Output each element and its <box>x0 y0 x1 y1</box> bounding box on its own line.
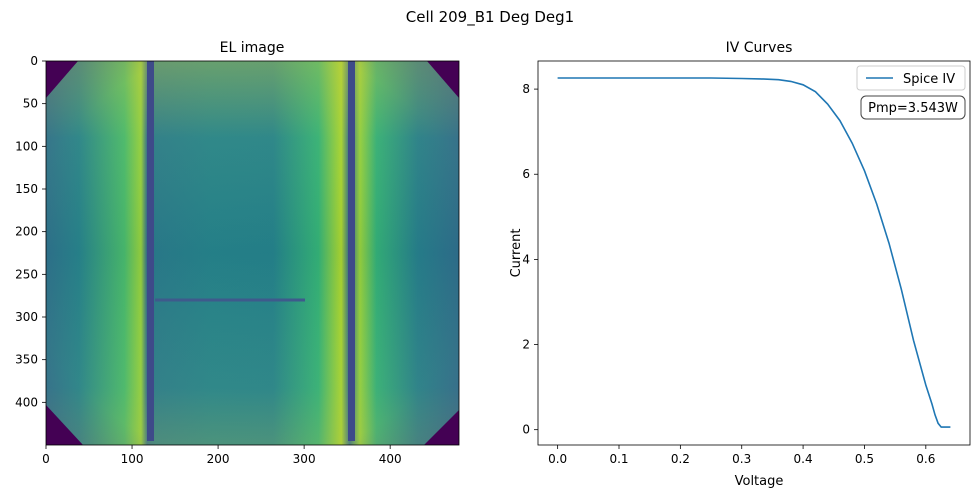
corner-bottom-right <box>424 410 459 445</box>
legend-label: Spice IV <box>903 72 955 87</box>
iv-ylabel: Current <box>509 229 524 278</box>
el-image-frame <box>45 60 460 446</box>
iv-ytick-label-2: 4 <box>522 252 530 266</box>
el-ytick-label-8: 400 <box>15 395 38 409</box>
pmp-annotation-text: Pmp=3.543W <box>868 101 958 116</box>
iv-xtick-label-4: 0.4 <box>794 452 813 466</box>
el-xtick-label-3: 300 <box>293 452 316 466</box>
iv-ytick-label-0: 0 <box>522 423 530 437</box>
el-image-panel: EL image 0 100 200 300 400 0 50 100 150 200 250 300… <box>15 40 460 466</box>
iv-ytick-label-1: 2 <box>522 338 530 352</box>
el-image-heatmap <box>46 61 459 445</box>
busbar-right <box>348 61 355 441</box>
busbar-left <box>147 61 154 441</box>
el-ytick-label-3: 150 <box>15 182 38 196</box>
iv-ytick-label-4: 8 <box>522 82 530 96</box>
corner-bottom-left <box>46 405 83 445</box>
iv-xlabel: Voltage <box>735 474 784 489</box>
el-xtick-label-2: 200 <box>207 452 230 466</box>
pmp-annotation-box <box>860 95 966 120</box>
corner-top-right <box>427 61 459 98</box>
iv-curves-title: IV Curves <box>726 40 793 56</box>
iv-xtick-label-2: 0.2 <box>671 452 690 466</box>
iv-xtick-label-1: 0.1 <box>609 452 628 466</box>
iv-xtick-label-5: 0.5 <box>855 452 874 466</box>
el-image-title: EL image <box>220 40 285 56</box>
el-ytick-label-7: 350 <box>15 353 38 367</box>
el-ytick-label-1: 50 <box>23 97 38 111</box>
iv-legend: Spice IV <box>856 65 966 91</box>
legend-box <box>856 65 966 91</box>
figure-suptitle: Cell 209_B1 Deg Deg1 <box>406 8 574 27</box>
el-xtick-label-1: 100 <box>121 452 144 466</box>
el-ytick-label-6: 300 <box>15 310 38 324</box>
iv-series-line <box>557 77 951 428</box>
iv-ytick-label-3: 6 <box>522 167 530 181</box>
iv-curves-panel: IV Curves 0.0 0.1 0.2 0.3 0.4 0.5 0.6 0 2 4 6 8 Vol… <box>509 40 971 489</box>
el-ytick-label-5: 250 <box>15 267 38 281</box>
el-ytick-label-4: 200 <box>15 225 38 239</box>
iv-xtick-label-6: 0.6 <box>916 452 935 466</box>
el-ytick-label-2: 100 <box>15 139 38 153</box>
el-xtick-label-0: 0 <box>42 452 50 466</box>
iv-xtick-label-0: 0.0 <box>548 452 567 466</box>
corner-top-left <box>46 61 78 98</box>
pmp-annotation: Pmp=3.543W <box>860 95 966 120</box>
el-xtick-label-4: 400 <box>379 452 402 466</box>
el-ytick-label-0: 0 <box>30 54 38 68</box>
iv-xtick-label-3: 0.3 <box>732 452 751 466</box>
iv-plot-frame <box>537 60 971 446</box>
